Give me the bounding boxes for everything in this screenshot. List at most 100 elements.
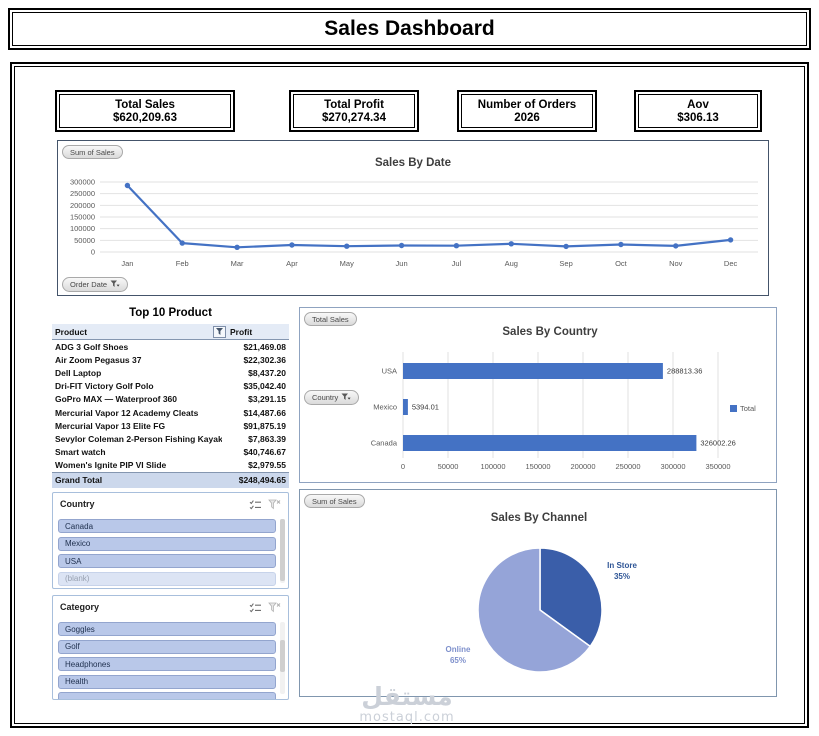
bar-mexico xyxy=(403,399,408,415)
slicer-item-partial[interactable] xyxy=(58,692,276,699)
table-row: Smart watch $40,746.67 xyxy=(52,446,289,459)
kpi-value: $270,274.34 xyxy=(322,111,386,124)
sales-by-date-plot-area: 0 50000 100000 150000 200000 250000 300000 Jan F… xyxy=(60,174,768,279)
clear-filter-icon[interactable] xyxy=(268,498,282,510)
product-cell: Dri-FIT Victory Golf Polo xyxy=(55,381,154,392)
category-slicer-items: Goggles Golf Headphones Health xyxy=(58,622,276,699)
pie-pct-label: 65% xyxy=(450,656,466,665)
kpi-card-total-profit: Total Profit $270,274.34 xyxy=(289,90,419,132)
top-products-table: Product Profit ADG 3 Golf Shoes $21,469.0… xyxy=(52,324,289,488)
svg-text:Mar: Mar xyxy=(231,259,244,268)
field-button-label: Country xyxy=(312,393,339,402)
svg-text:150000: 150000 xyxy=(525,462,550,471)
line-series xyxy=(126,184,732,249)
field-button-label: Total Sales xyxy=(312,314,349,324)
sales-by-channel-plot-area: In Store 35% Online 65% xyxy=(300,490,776,701)
sales-by-channel-chart: Sum of Sales Sales By Channel In Store 35… xyxy=(299,489,777,697)
field-button-country[interactable]: Country xyxy=(304,390,360,405)
kpi-card-inner: Total Profit $270,274.34 xyxy=(293,94,415,128)
multi-select-icon[interactable] xyxy=(249,498,263,510)
slicer-item-golf[interactable]: Golf xyxy=(58,639,276,654)
product-filter-icon[interactable] xyxy=(213,325,226,338)
svg-text:250000: 250000 xyxy=(615,462,640,471)
table-row: Mercurial Vapor 12 Academy Cleats $14,487… xyxy=(52,406,289,419)
table-row: GoPro MAX — Waterproof 360 $3,291.15 xyxy=(52,393,289,406)
country-slicer-title: Country xyxy=(60,499,95,509)
svg-text:Oct: Oct xyxy=(615,259,628,268)
profit-cell: $8,437.20 xyxy=(248,367,286,378)
svg-text:May: May xyxy=(340,259,354,268)
slicer-item-health[interactable]: Health xyxy=(58,674,276,689)
sales-by-country-title: Sales By Country xyxy=(502,326,598,338)
svg-text:200000: 200000 xyxy=(570,462,595,471)
product-cell: Mercurial Vapor 12 Academy Cleats xyxy=(55,407,199,418)
profit-cell: $2,979.55 xyxy=(248,460,286,471)
slicer-item-mexico[interactable]: Mexico xyxy=(58,536,276,551)
multi-select-icon[interactable] xyxy=(249,601,263,613)
scrollbar-thumb[interactable] xyxy=(280,519,285,581)
table-row: Women's Ignite PIP VI Slide $2,979.55 xyxy=(52,459,289,472)
pie-pct-label: 35% xyxy=(614,572,630,581)
data-point xyxy=(727,237,734,243)
table-row: Dri-FIT Victory Golf Polo $35,042.40 xyxy=(52,380,289,393)
data-point xyxy=(453,243,460,249)
category-slicer-scrollbar[interactable] xyxy=(280,622,285,694)
country-slicer-header: Country xyxy=(53,493,288,512)
svg-text:Feb: Feb xyxy=(176,259,189,268)
category-slicer-header: Category xyxy=(53,596,288,615)
kpi-value: $306.13 xyxy=(677,111,719,124)
sales-by-channel-svg: In Store 35% Online 65% xyxy=(446,547,637,673)
product-cell: Women's Ignite PIP VI Slide xyxy=(55,460,167,471)
kpi-card-inner: Total Sales $620,209.63 xyxy=(59,94,231,128)
kpi-card-inner: Number of Orders 2026 xyxy=(461,94,593,128)
clear-filter-icon[interactable] xyxy=(268,601,282,613)
scrollbar-thumb[interactable] xyxy=(280,640,285,672)
pie-label: Online xyxy=(446,645,471,654)
svg-text:300000: 300000 xyxy=(70,178,95,187)
kpi-label: Number of Orders xyxy=(477,98,577,111)
field-button-total-sales[interactable]: Total Sales xyxy=(304,312,357,326)
field-button-label: Sum of Sales xyxy=(70,147,115,157)
profit-cell: $35,042.40 xyxy=(243,381,286,392)
field-button-sum-of-sales[interactable]: Sum of Sales xyxy=(62,145,123,159)
svg-text:5394.01: 5394.01 xyxy=(412,403,439,412)
slicer-item-headphones[interactable]: Headphones xyxy=(58,657,276,671)
product-cell: GoPro MAX — Waterproof 360 xyxy=(55,394,178,405)
product-cell: Mercurial Vapor 13 Elite FG xyxy=(55,420,166,431)
field-button-label: Sum of Sales xyxy=(312,496,357,506)
product-cell: Dell Laptop xyxy=(55,367,102,378)
svg-text:200000: 200000 xyxy=(70,201,95,210)
svg-text:0: 0 xyxy=(401,462,405,471)
slicer-item-usa[interactable]: USA xyxy=(58,554,276,568)
bar-canada xyxy=(403,435,697,451)
kpi-label: Total Profit xyxy=(324,98,384,111)
data-point xyxy=(508,241,514,247)
svg-text:Jun: Jun xyxy=(396,259,408,268)
slicer-item-goggles[interactable]: Goggles xyxy=(58,622,276,636)
pie-label: In Store xyxy=(607,561,637,570)
sales-by-country-plot-area: 0 50000 100000 150000 200000 250000 300000 3500… xyxy=(300,308,776,487)
kpi-card-inner: Aov $306.13 xyxy=(638,94,758,128)
svg-text:350000: 350000 xyxy=(705,462,730,471)
sales-by-date-title: Sales By Date xyxy=(374,157,452,169)
category-slicer: Category Goggles Golf Headphones Health xyxy=(52,595,289,700)
svg-text:Jan: Jan xyxy=(121,259,133,268)
field-button-order-date[interactable]: Order Date xyxy=(62,277,129,292)
grand-total-value: $248,494.65 xyxy=(238,475,286,486)
field-button-sum-of-sales[interactable]: Sum of Sales xyxy=(304,494,365,508)
svg-text:100000: 100000 xyxy=(70,224,95,233)
kpi-card-total-sales: Total Sales $620,209.63 xyxy=(55,90,235,132)
field-button-label: Order Date xyxy=(70,280,108,289)
dashboard-body: Total Sales $620,209.63 Total Profit $27… xyxy=(10,62,809,728)
chart-legend: Total xyxy=(730,404,756,413)
svg-text:326002.26: 326002.26 xyxy=(700,439,735,448)
product-cell: Smart watch xyxy=(55,447,106,458)
data-point xyxy=(234,244,240,250)
product-cell: Sevylor Coleman 2-Person Fishing Kayak xyxy=(55,433,222,444)
country-slicer-scrollbar[interactable] xyxy=(280,519,285,583)
slicer-item--blank-[interactable]: (blank) xyxy=(58,571,276,586)
slicer-item-canada[interactable]: Canada xyxy=(58,519,276,533)
svg-text:0: 0 xyxy=(91,248,95,257)
sales-by-date-svg: 0 50000 100000 150000 200000 250000 300000 Jan F… xyxy=(70,178,758,268)
filter-funnel-icon xyxy=(341,393,351,403)
